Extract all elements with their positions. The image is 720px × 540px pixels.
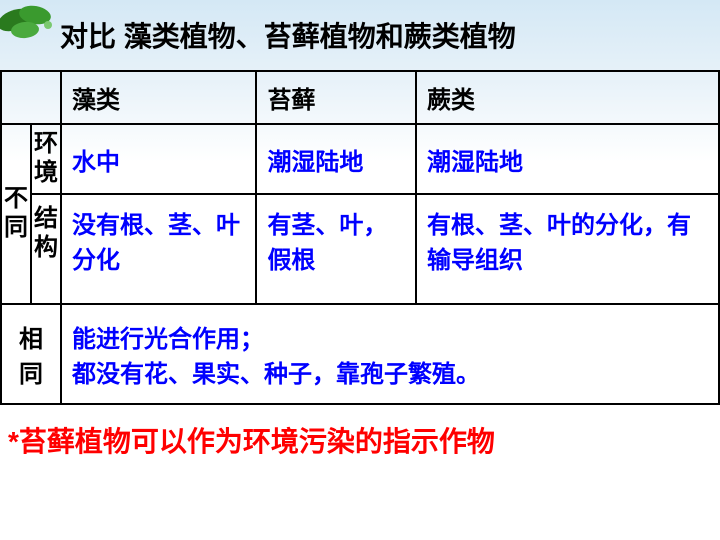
leaf-decoration-icon: [0, 0, 80, 60]
table-row-structure: 结构 没有根、茎、叶分化 有茎、叶，假根 有根、茎、叶的分化，有输导组织: [1, 194, 719, 304]
header-col1: 藻类: [61, 71, 256, 124]
cell-same-content: 能进行光合作用； 都没有花、果实、种子，靠孢子繁殖。: [61, 304, 719, 404]
cell-struct-col1: 没有根、茎、叶分化: [61, 194, 256, 304]
table-row-environment: 不同 环境 水中 潮湿陆地 潮湿陆地: [1, 124, 719, 194]
table-row-same: 相同 能进行光合作用； 都没有花、果实、种子，靠孢子繁殖。: [1, 304, 719, 404]
cell-env-col2: 潮湿陆地: [256, 124, 416, 194]
row-label-struct: 结构: [31, 194, 61, 304]
page-title: 对比 藻类植物、苔藓植物和蕨类植物: [60, 15, 516, 55]
footer-note: *苔藓植物可以作为环境污染的指示作物: [0, 405, 720, 460]
header-empty: [1, 71, 61, 124]
table-header-row: 藻类 苔藓 蕨类: [1, 71, 719, 124]
cell-struct-col3: 有根、茎、叶的分化，有输导组织: [416, 194, 719, 304]
row-label-env: 环境: [31, 124, 61, 194]
row-label-same: 相同: [1, 304, 61, 404]
cell-struct-col2: 有茎、叶，假根: [256, 194, 416, 304]
cell-env-col3: 潮湿陆地: [416, 124, 719, 194]
header-col3: 蕨类: [416, 71, 719, 124]
row-group-diff: 不同: [1, 124, 31, 304]
header-col2: 苔藓: [256, 71, 416, 124]
comparison-table: 藻类 苔藓 蕨类 不同 环境 水中 潮湿陆地 潮湿陆地 结构 没有根、茎、叶分化…: [0, 70, 720, 405]
cell-env-col1: 水中: [61, 124, 256, 194]
title-bar: 对比 藻类植物、苔藓植物和蕨类植物: [0, 0, 720, 70]
comparison-table-container: 藻类 苔藓 蕨类 不同 环境 水中 潮湿陆地 潮湿陆地 结构 没有根、茎、叶分化…: [0, 70, 720, 405]
